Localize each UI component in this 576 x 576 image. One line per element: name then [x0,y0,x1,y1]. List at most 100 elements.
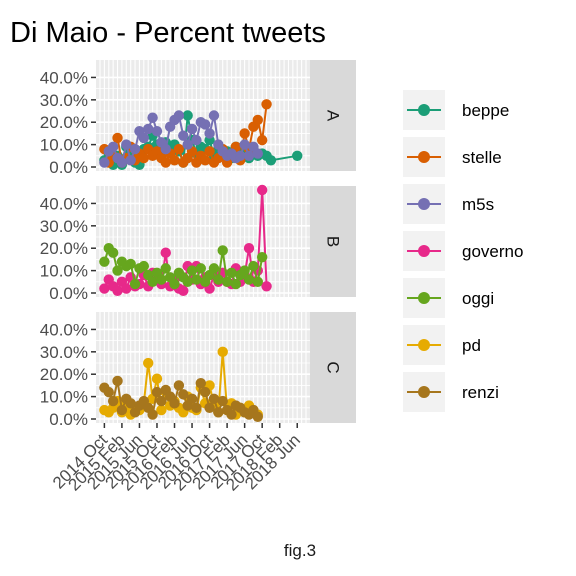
data-point-m5s [99,157,110,168]
data-point-renzi [107,395,119,407]
legend-item-m5s: m5s [403,184,494,224]
facet-strip [310,312,356,423]
data-point-governo [121,283,132,294]
data-point-pd [151,373,163,384]
data-point-oggi [169,278,180,290]
data-point-oggi [252,276,263,288]
facet-panels: 0.0% 10.0% 20.0% 30.0% 40.0% A 0.0% 10.0% 20.0% 3… [40,60,356,429]
data-point-oggi [239,265,250,276]
data-point-renzi [151,386,163,398]
data-point-m5s [116,157,128,168]
y-tick-label: 30.0% [40,91,88,110]
data-point-m5s [138,132,150,144]
legend-key-point [418,339,430,351]
data-point-stelle [112,132,123,144]
data-point-pd [143,357,154,369]
data-point-renzi [186,393,198,405]
legend-key-point [418,151,430,163]
data-point-beppe [292,150,303,162]
data-point-pd [217,346,228,358]
data-point-renzi [173,380,185,391]
data-point-m5s [235,150,246,162]
data-point-m5s [178,130,189,141]
data-point-m5s [186,123,198,135]
data-point-oggi [217,245,228,256]
data-point-stelle [138,152,150,164]
data-point-renzi [195,377,207,389]
legend-label: beppe [462,101,509,120]
data-point-m5s [243,150,255,162]
data-point-beppe [182,110,193,121]
data-point-renzi [208,393,220,405]
y-tick-label: 30.0% [40,343,88,362]
data-point-m5s [173,110,185,121]
data-point-renzi [169,398,180,409]
data-point-stelle [252,114,263,126]
y-tick-label: 0.0% [49,284,88,303]
data-point-renzi [112,375,123,387]
data-point-renzi [226,409,237,420]
legend-key-point [418,292,430,304]
data-point-oggi [112,265,123,276]
data-point-renzi [191,402,202,414]
data-point-renzi [178,389,189,400]
data-point-m5s [182,139,193,150]
legend: beppe stelle m5s governo oggi pd renzi [403,90,523,412]
data-point-oggi [147,276,158,288]
data-point-governo [243,243,255,254]
data-point-oggi [99,256,110,267]
data-point-oggi [182,276,193,288]
data-point-renzi [199,386,211,398]
data-point-oggi [226,267,237,279]
data-point-m5s [204,128,215,139]
data-point-oggi [230,278,242,290]
data-point-m5s [252,148,263,159]
y-tick-label: 20.0% [40,113,88,132]
data-point-oggi [129,278,141,290]
legend-item-pd: pd [403,325,481,365]
y-tick-label: 20.0% [40,365,88,384]
data-point-renzi [147,409,158,420]
facet-strip [310,60,356,171]
legend-item-renzi: renzi [403,372,499,412]
data-point-oggi [195,263,207,274]
legend-label: stelle [462,148,502,167]
data-point-stelle [261,99,272,110]
data-point-stelle [169,155,180,166]
data-point-governo [178,285,189,296]
y-tick-label: 0.0% [49,410,88,429]
facet-C: 0.0% 10.0% 20.0% 30.0% 40.0% C [40,312,356,429]
data-point-stelle [204,146,215,157]
data-point-governo [160,247,171,258]
data-point-renzi [156,395,167,407]
y-tick-label: 40.0% [40,68,88,87]
data-point-m5s [143,123,154,135]
data-point-governo [112,285,123,296]
chart-title: Di Maio - Percent tweets [10,17,326,49]
facet-strip [310,186,356,297]
y-tick-label: 10.0% [40,388,88,407]
data-point-oggi [243,274,255,285]
data-point-oggi [107,247,119,258]
data-point-pd [156,404,167,416]
legend-item-beppe: beppe [403,90,509,130]
data-point-governo [99,283,110,294]
data-point-m5s [121,139,132,150]
data-point-governo [261,281,272,292]
data-point-oggi [191,274,202,285]
data-point-stelle [199,155,211,166]
y-tick-label: 10.0% [40,136,88,155]
chart-caption: fig.3 [284,541,316,560]
legend-label: m5s [462,195,494,214]
data-point-stelle [256,134,268,146]
legend-item-governo: governo [403,231,523,271]
legend-key-point [418,386,430,398]
legend-label: renzi [462,383,499,402]
series-renzi [99,375,263,422]
data-point-m5s [191,134,202,146]
y-tick-label: 20.0% [40,239,88,258]
y-tick-label: 10.0% [40,262,88,281]
data-point-renzi [116,404,128,416]
